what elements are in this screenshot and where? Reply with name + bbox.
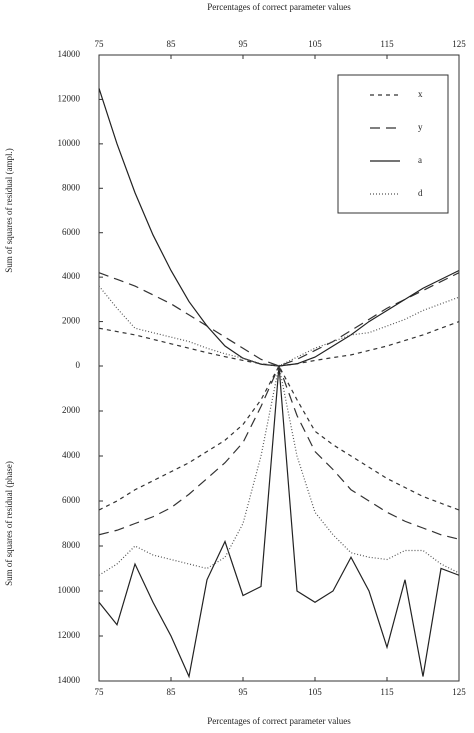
y-axis-label: Sum of squares of residual (phase) [4, 461, 14, 586]
y-tick-label: 2000 [62, 316, 81, 326]
x-axis-label: Percentages of correct parameter values [207, 2, 351, 12]
x-tick-label: 125 [452, 39, 466, 49]
y-tick-label: 12000 [58, 93, 81, 103]
legend-label: y [418, 122, 423, 132]
legend-label: d [418, 188, 423, 198]
y-tick-label: 8000 [62, 182, 81, 192]
x-tick-label: 115 [380, 39, 394, 49]
legend-label: x [418, 89, 423, 99]
series-line [98, 364, 460, 540]
x-tick-label: 75 [95, 687, 105, 697]
y-tick-label: 4000 [62, 271, 81, 281]
legend-box [337, 74, 449, 214]
series-line [98, 285, 460, 367]
y-tick-label: 6000 [62, 227, 81, 237]
plot-frame [98, 54, 460, 682]
x-tick-label: 105 [308, 687, 322, 697]
series-line [98, 365, 460, 679]
series-line [98, 364, 460, 511]
y-tick-label: 0 [76, 360, 81, 370]
series-line [98, 272, 460, 367]
x-tick-label: 115 [380, 687, 394, 697]
x-tick-label: 85 [167, 687, 177, 697]
series-line [98, 321, 460, 367]
y-tick-label: 2000 [62, 405, 81, 415]
x-tick-label: 95 [239, 687, 249, 697]
legend-label: a [418, 155, 422, 165]
y-tick-label: 10000 [58, 138, 81, 148]
y-tick-label: 4000 [62, 450, 81, 460]
x-tick-label: 95 [239, 39, 249, 49]
y-tick-label: 12000 [58, 630, 81, 640]
series-line [98, 365, 460, 576]
x-tick-label: 75 [95, 39, 105, 49]
y-tick-label: 14000 [58, 49, 81, 59]
y-tick-label: 10000 [58, 585, 81, 595]
y-tick-label: 6000 [62, 495, 81, 505]
x-tick-label: 105 [308, 39, 322, 49]
x-tick-label: 85 [167, 39, 177, 49]
x-axis-label: Percentages of correct parameter values [207, 716, 351, 726]
y-tick-label: 8000 [62, 540, 81, 550]
y-tick-label: 14000 [58, 675, 81, 685]
x-tick-label: 125 [452, 687, 466, 697]
y-axis-label: Sum of squares of residual (ampl.) [4, 148, 14, 272]
